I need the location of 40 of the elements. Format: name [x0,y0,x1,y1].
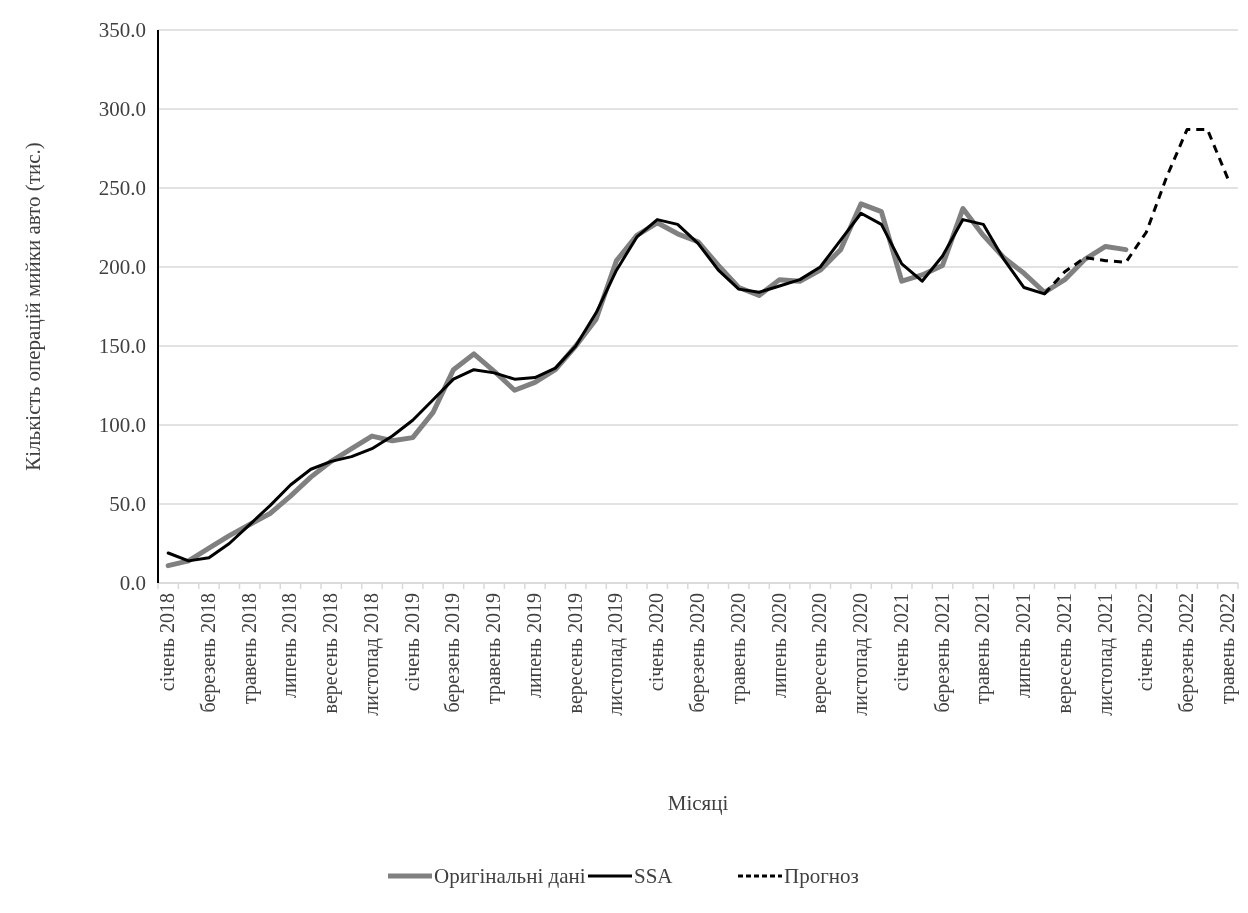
y-tick-label: 0.0 [119,571,146,596]
x-tick-label: травень 2018 [237,593,261,704]
legend-label: Оригінальні дані [434,864,586,889]
y-tick-label: 350.0 [98,18,146,43]
x-tick-label: вересень 2020 [808,593,832,714]
x-tick-label: вересень 2019 [563,593,587,714]
x-tick-label: березень 2020 [686,593,709,713]
x-tick-label: травень 2020 [726,593,750,704]
x-tick-label: березень 2021 [930,593,954,713]
y-tick-label: 100.0 [98,413,146,438]
x-tick-label: січень 2022 [1134,593,1157,692]
x-tick-label: січень 2021 [889,593,912,692]
x-tick-label: січень 2019 [400,593,423,692]
x-tick-label: березень 2018 [196,593,220,713]
y-tick-label: 200.0 [98,255,146,280]
y-tick-label: 50.0 [109,492,146,517]
x-tick-label: січень 2018 [156,593,179,692]
x-tick-label: листопад 2019 [604,593,628,716]
x-tick-label: липень 2018 [278,593,301,699]
legend-label: SSA [634,864,674,889]
legend-label: Прогноз [784,864,859,889]
x-axis-title: Місяці [667,791,729,815]
x-tick-label: травень 2021 [971,593,995,704]
x-tick-label: вересень 2018 [319,593,343,714]
x-tick-label: травень 2022 [1215,593,1239,704]
x-tick-label: травень 2019 [482,593,506,704]
y-tick-label: 300.0 [98,97,146,122]
x-tick-label: листопад 2018 [359,593,383,716]
x-tick-label: липень 2019 [522,593,545,699]
x-tick-label: березень 2022 [1175,593,1199,713]
y-tick-label: 250.0 [98,176,146,201]
x-tick-label: листопад 2020 [849,593,873,716]
x-tick-label: липень 2020 [767,593,790,699]
y-tick-label: 150.0 [98,334,146,359]
x-tick-label: березень 2019 [441,593,465,713]
x-tick-label: січень 2020 [645,593,668,692]
x-tick-label: листопад 2021 [1093,593,1117,716]
y-axis-title: Кількість операцій мийки авто (тис.) [21,142,45,471]
x-tick-label: вересень 2021 [1052,593,1076,714]
x-tick-label: липень 2021 [1012,593,1035,699]
